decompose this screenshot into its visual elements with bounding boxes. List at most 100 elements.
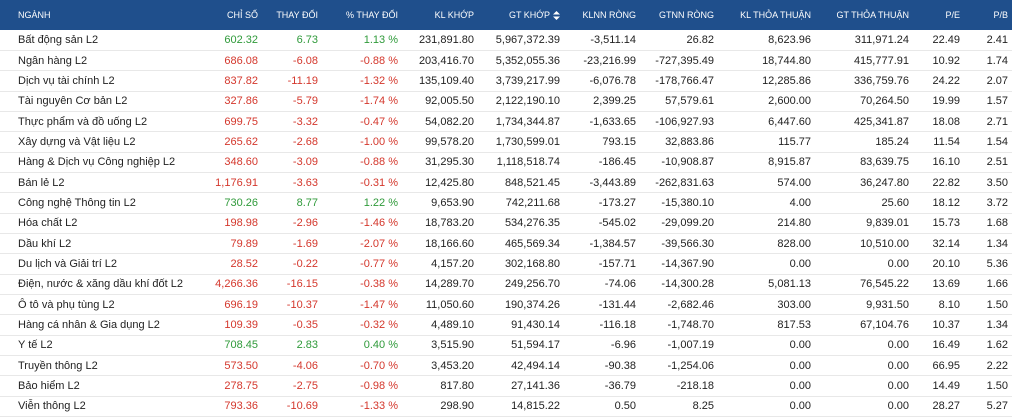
sector-row[interactable]: Bất động sản L2 602.32 6.73 1.13 % 231,891.8…	[0, 30, 1012, 51]
sector-row[interactable]: Ngân hàng L2 686.08 -6.08 -0.88 % 203,416.70…	[0, 50, 1012, 71]
cell-value: -16.15	[286, 278, 318, 291]
cell-value: 54,082.20	[425, 115, 474, 128]
cell-value: 742,211.68	[505, 196, 560, 209]
cell-value: -3.32	[292, 115, 318, 128]
cell-value: -0.88 %	[360, 54, 398, 67]
cell-value: 1.66	[986, 278, 1008, 291]
column-header-label: CHỈ SỐ	[226, 10, 258, 20]
cell-value: 18,166.60	[425, 237, 474, 250]
cell-value: 26.82	[686, 33, 714, 46]
cell-value: -218.18	[676, 380, 714, 393]
cell-value: 4,266.36	[215, 278, 258, 291]
cell-value: 66.95	[932, 359, 960, 372]
cell-value: 4.00	[789, 196, 811, 209]
cell-value: 57,579.61	[665, 95, 714, 108]
sector-row[interactable]: Thực phẩm và đồ uống L2 699.75 -3.32 -0.47 …	[0, 111, 1012, 132]
cell-value: 0.00	[789, 339, 811, 352]
cell-value: 249,256.70	[504, 278, 560, 291]
sector-row[interactable]: Hóa chất L2 198.98 -2.96 -1.46 % 18,783.20 53…	[0, 213, 1012, 234]
cell-value: -39,566.30	[661, 237, 714, 250]
column-header[interactable]: THAY ĐỔI	[262, 0, 322, 30]
sector-row[interactable]: Điện, nước & xăng dầu khí đốt L2 4,266.36…	[0, 274, 1012, 295]
sector-row[interactable]: Ô tô và phụ tùng L2 696.19 -10.37 -1.47 % 11…	[0, 294, 1012, 315]
cell-value: 0.00	[887, 380, 909, 393]
sector-name: Tài nguyên Cơ bản L2	[18, 95, 128, 108]
cell-value: 115.77	[778, 135, 811, 148]
column-header[interactable]: CHỈ SỐ	[205, 0, 262, 30]
column-header[interactable]: GTNN RÒNG	[640, 0, 718, 30]
column-header[interactable]: P/E	[913, 0, 964, 30]
sector-name: Điện, nước & xăng dầu khí đốt L2	[18, 278, 184, 291]
sort-icon[interactable]	[553, 11, 560, 21]
column-header[interactable]: GT THỎA THUẬN	[815, 0, 913, 30]
column-header[interactable]: KLNN RÒNG	[564, 0, 640, 30]
cell-value: 311,971.24	[854, 33, 909, 46]
cell-value: -1.47 %	[360, 298, 398, 311]
cell-value: -0.22	[292, 257, 318, 270]
column-header[interactable]: KL KHỚP	[402, 0, 478, 30]
cell-value: 76,545.22	[860, 278, 909, 291]
cell-value: 14.49	[932, 380, 960, 393]
cell-value: 1.50	[986, 380, 1008, 393]
cell-value: 27,141.36	[511, 380, 560, 393]
sector-row[interactable]: Hàng cá nhân & Gia dụng L2 109.39 -0.35 -0.…	[0, 315, 1012, 336]
cell-value: 214.80	[777, 217, 811, 230]
column-header[interactable]: P/B	[964, 0, 1012, 30]
sector-name: Thực phẩm và đồ uống L2	[18, 115, 148, 128]
cell-value: -90.38	[604, 359, 636, 372]
cell-value: 0.00	[887, 400, 909, 413]
cell-value: -173.27	[598, 196, 636, 209]
column-header-label: % THAY ĐỔI	[345, 10, 398, 20]
sector-row[interactable]: Dầu khí L2 79.89 -1.69 -2.07 % 18,166.60 465,…	[0, 233, 1012, 254]
sector-row[interactable]: Viễn thông L2 793.36 -10.69 -1.33 % 298.90 14…	[0, 396, 1012, 417]
cell-value: 4,157.20	[431, 257, 474, 270]
cell-value: 8,623.96	[768, 33, 811, 46]
cell-value: 793.36	[224, 400, 258, 413]
cell-value: -4.06	[292, 359, 318, 372]
sector-row[interactable]: Bảo hiểm L2 278.75 -2.75 -0.98 % 817.80 27,14…	[0, 376, 1012, 397]
cell-value: 0.00	[789, 257, 811, 270]
cell-value: 1,176.91	[215, 176, 258, 189]
cell-value: 0.50	[614, 400, 636, 413]
cell-value: 8,915.87	[768, 156, 811, 169]
column-header[interactable]: KL THỎA THUẬN	[718, 0, 815, 30]
sector-row[interactable]: Y tế L2 708.45 2.83 0.40 % 3,515.90 51,594.17…	[0, 335, 1012, 356]
cell-value: -1.46 %	[360, 217, 398, 230]
cell-value: 12,285.86	[762, 74, 811, 87]
column-header-label: GT THỎA THUẬN	[836, 10, 909, 20]
cell-value: -74.06	[604, 278, 636, 291]
sector-row[interactable]: Truyền thông L2 573.50 -4.06 -0.70 % 3,453.2…	[0, 356, 1012, 376]
cell-value: 2,399.25	[593, 95, 636, 108]
sector-row[interactable]: Bán lẻ L2 1,176.91 -3.63 -0.31 % 12,425.80 84…	[0, 172, 1012, 193]
column-header[interactable]: % THAY ĐỔI	[322, 0, 402, 30]
sector-name: Truyền thông L2	[18, 359, 98, 372]
cell-value: -116.18	[599, 318, 637, 331]
cell-value: -1.33 %	[360, 400, 398, 413]
column-header[interactable]: GT KHỚP	[478, 0, 564, 30]
sector-row[interactable]: Hàng & Dịch vụ Công nghiệp L2 348.60 -3.09…	[0, 152, 1012, 173]
cell-value: 25.60	[881, 196, 909, 209]
cell-value: 1.34	[986, 237, 1008, 250]
cell-value: -1.32 %	[360, 74, 398, 87]
sector-name: Dầu khí L2	[18, 237, 72, 250]
cell-value: 8.25	[692, 400, 714, 413]
cell-value: 5,081.13	[768, 278, 811, 291]
cell-value: -2,682.46	[667, 298, 714, 311]
sector-row[interactable]: Công nghệ Thông tin L2 730.26 8.77 1.22 % 9,…	[0, 193, 1012, 214]
sector-row[interactable]: Xây dựng và Vật liệu L2 265.62 -2.68 -1.00 …	[0, 132, 1012, 153]
sector-row[interactable]: Du lịch và Giải trí L2 28.52 -0.22 -0.77 % 4…	[0, 254, 1012, 275]
cell-value: -0.88 %	[360, 156, 398, 169]
cell-value: -0.77 %	[360, 257, 398, 270]
cell-value: 1.34	[986, 318, 1008, 331]
sector-name: Công nghệ Thông tin L2	[18, 196, 136, 209]
cell-value: 32.14	[932, 237, 960, 250]
sector-row[interactable]: Dịch vụ tài chính L2 837.82 -11.19 -1.32 % 1…	[0, 71, 1012, 92]
sector-row[interactable]: Tài nguyên Cơ bản L2 327.86 -5.79 -1.74 % 92…	[0, 91, 1012, 112]
cell-value: -262,831.63	[655, 176, 714, 189]
cell-value: -14,300.28	[661, 278, 714, 291]
cell-value: -0.98 %	[360, 380, 398, 393]
cell-value: 91,430.14	[511, 318, 560, 331]
column-header: NGÀNH	[0, 0, 205, 30]
cell-value: 28.27	[932, 400, 960, 413]
